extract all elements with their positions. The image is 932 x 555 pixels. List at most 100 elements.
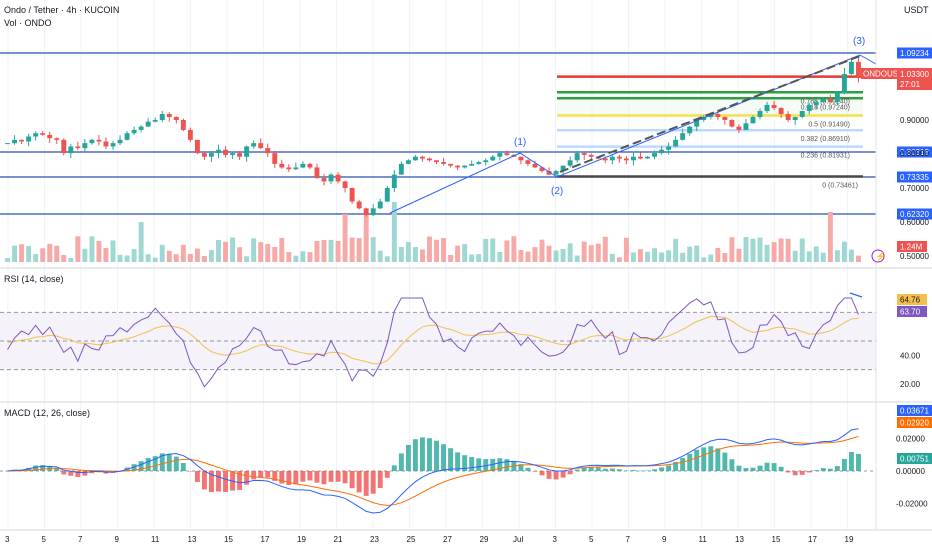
time-tick-label: 17 <box>261 535 270 544</box>
macd-histogram-bar <box>799 471 805 475</box>
horizontal-levels: 1.09234 0.80318 0.73335 0.62320 <box>0 47 932 220</box>
macd-histogram-bar <box>546 471 552 479</box>
candle-body <box>82 143 88 149</box>
fib-level-label: 0 (0.73461) <box>822 183 858 190</box>
volume-bar <box>806 251 812 262</box>
macd-histogram-bar <box>272 471 278 481</box>
volume-bar <box>483 238 489 262</box>
candle-body <box>764 105 770 111</box>
macd-histogram-bar <box>539 471 545 476</box>
volume-bar <box>792 250 798 262</box>
price-tick-label: 0.80000 <box>900 149 929 158</box>
volume-bar <box>645 251 650 262</box>
candle-body <box>19 139 25 142</box>
fib-level-label: 0.382 (0.86910) <box>801 136 850 143</box>
candle-body <box>307 163 313 168</box>
rsi-title: RSI (14, close) <box>4 274 64 284</box>
volume-bar <box>321 240 327 262</box>
macd-histogram-bar <box>223 471 228 493</box>
volume-bar <box>75 236 81 262</box>
last-price-tag: ONDOUSDT 1.03300 27:01 <box>861 68 932 90</box>
time-tick-label: 19 <box>297 535 306 544</box>
macd-histogram-bar <box>652 469 657 471</box>
macd-histogram-bar <box>356 471 362 493</box>
candle-body <box>560 165 566 172</box>
candle-body <box>792 117 798 120</box>
time-axis[interactable]: 3 5 7 9 11 13 15 17 19 21 23 25 27 29 Jul 3 5 7 9 11 13 15 17 1… <box>5 535 854 544</box>
volume-bar <box>33 254 39 262</box>
trend-drawings[interactable] <box>389 54 877 214</box>
price-tick-label: 0.50000 <box>900 252 929 261</box>
macd-histogram-bar <box>187 471 193 472</box>
candle-body <box>856 61 861 77</box>
lightning-icon[interactable] <box>871 249 885 263</box>
lightning-icon-glyph: ⚡ <box>876 251 886 261</box>
macd-histogram-bar <box>841 458 847 471</box>
volume-bar <box>771 242 777 262</box>
volume-bar <box>96 241 102 262</box>
macd-histogram-bar <box>398 453 404 471</box>
candle-body <box>152 120 158 122</box>
macd-histogram-bar <box>638 470 643 472</box>
chart-title: Ondo / Tether · 4h · KUCOIN <box>4 5 119 15</box>
macd-histogram-bar <box>251 471 257 480</box>
signal-tag: 0.02920 <box>900 419 929 428</box>
time-tick-label: 15 <box>772 535 781 544</box>
volume-bar <box>26 246 32 262</box>
macd-histogram-bar <box>427 438 432 471</box>
histogram-tag: 0.00751 <box>900 455 929 464</box>
candle-body <box>539 167 545 172</box>
volume-bar <box>61 255 67 262</box>
candle-body <box>314 167 320 179</box>
candle-body <box>40 133 46 135</box>
macd-histogram-bar <box>75 471 81 478</box>
volume-bar <box>237 247 243 262</box>
volume-bar <box>230 237 236 262</box>
volume-bar <box>5 258 10 262</box>
price-tick-label: 0.70000 <box>900 184 929 193</box>
volume-bar <box>384 256 390 262</box>
time-tick-label: 9 <box>115 535 120 544</box>
macd-histogram-bar <box>729 459 735 471</box>
candle-body <box>75 146 81 149</box>
macd-histogram-bar <box>623 470 629 471</box>
macd-tick-label: 0.02000 <box>896 435 925 444</box>
candle-body <box>398 163 404 175</box>
time-tick-label: 5 <box>42 535 47 544</box>
volume-bar <box>68 257 74 262</box>
macd-tag-bg <box>897 405 932 416</box>
candle-body <box>131 129 137 134</box>
volume-bar <box>652 248 657 262</box>
candle-body <box>652 153 657 157</box>
volume-bar <box>616 257 622 262</box>
macd-histogram-bar <box>616 469 622 471</box>
candle-body <box>321 178 327 182</box>
time-tick-label: 13 <box>735 535 744 544</box>
macd-histogram-bar <box>412 439 418 471</box>
macd-histogram-bar <box>595 467 601 471</box>
macd-histogram-bar <box>708 446 714 471</box>
macd-histogram-bar <box>307 471 313 481</box>
macd-histogram-bar <box>820 468 826 471</box>
candle-body <box>638 156 643 159</box>
time-tick-label: 15 <box>224 535 233 544</box>
volume-bar <box>405 242 411 262</box>
candle-body <box>820 99 826 102</box>
volume-bar <box>708 254 714 262</box>
candle-body <box>532 163 538 168</box>
volume-bar <box>567 243 573 262</box>
macd-histogram-bar <box>680 457 686 471</box>
volume-bar <box>152 257 158 262</box>
volume-bar <box>47 243 53 262</box>
volume-bar <box>12 245 18 262</box>
candle-body <box>33 133 39 137</box>
price-tick-label: 0.60000 <box>900 218 929 227</box>
candle-body <box>180 120 186 130</box>
symbol-tag: ONDOUSDT <box>863 70 909 79</box>
volume-bar <box>194 248 200 262</box>
macd-histogram-bar <box>574 469 580 471</box>
macd-histogram-bar <box>419 437 425 471</box>
candle-body <box>588 154 594 157</box>
candle-body <box>645 156 650 159</box>
